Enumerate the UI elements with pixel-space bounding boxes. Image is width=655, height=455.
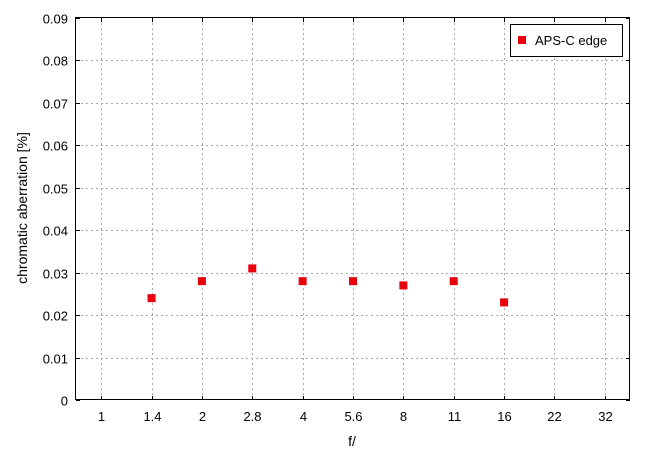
x-tick-label: 16 [497, 409, 511, 424]
x-axis-title: f/ [348, 433, 356, 449]
x-tick-label: 11 [448, 409, 462, 424]
x-tick-label: 2 [199, 409, 206, 424]
y-tick-label: 0.09 [43, 12, 68, 27]
legend-box [510, 24, 623, 57]
data-point [449, 277, 458, 286]
x-tick-label: 4 [300, 409, 307, 424]
data-point [349, 277, 357, 286]
y-tick-label: 0.02 [43, 309, 68, 324]
data-point [248, 264, 257, 273]
y-tick-label: 0.04 [43, 224, 68, 239]
y-tick-label: 0 [61, 394, 68, 409]
x-tick-label: 8 [400, 409, 407, 424]
x-tick-label: 2.8 [243, 409, 261, 424]
x-tick-label: 32 [598, 409, 612, 424]
y-tick-label: 0.01 [43, 352, 68, 367]
data-point [147, 294, 156, 303]
x-axis: 1 1.4 2 2.8 4 5.6 8 11 16 22 32 [98, 18, 613, 424]
y-axis-title: chromatic aberration [%] [14, 132, 30, 284]
x-tick-label: 22 [547, 409, 561, 424]
data-point [500, 298, 509, 307]
data-point [399, 281, 408, 290]
legend-marker [518, 36, 526, 44]
x-tick-label: 5.6 [344, 409, 362, 424]
y-tick-label: 0.07 [43, 97, 68, 112]
data-point [197, 277, 206, 286]
y-tick-label: 0.08 [43, 54, 68, 69]
legend: APS-C edge [510, 24, 623, 57]
plot-area [75, 17, 630, 400]
legend-label: APS-C edge [535, 33, 607, 48]
y-tick-label: 0.03 [43, 267, 68, 282]
data-point [298, 277, 307, 286]
y-tick-label: 0.06 [43, 139, 68, 154]
x-tick-label: 1.4 [143, 409, 161, 424]
y-tick-label: 0.05 [43, 182, 68, 197]
grid [76, 18, 630, 400]
x-tick-label: 1 [98, 409, 105, 424]
data-series [147, 264, 509, 307]
y-axis: 0 0.01 0.02 0.03 0.04 0.05 0.06 0.07 0.08 0.09 [43, 12, 630, 409]
